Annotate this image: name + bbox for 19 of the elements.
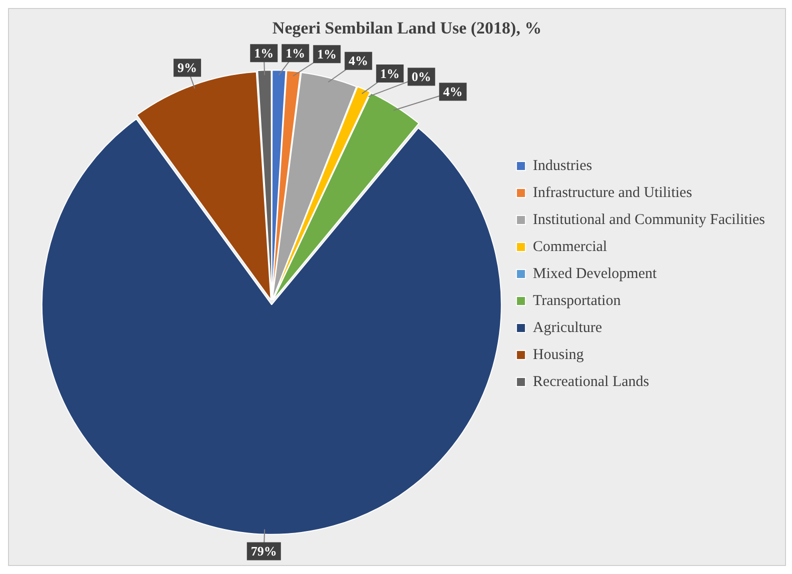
legend-label: Mixed Development xyxy=(532,266,658,282)
data-label: 79% xyxy=(250,544,277,559)
text: 0% xyxy=(412,69,432,84)
legend-label: Institutional and Community Facilities xyxy=(532,212,766,228)
legend-label: Industries xyxy=(532,158,592,174)
legend-label: Infrastructure and Utilities xyxy=(532,184,692,201)
legend-label: Commercial xyxy=(532,238,608,255)
legend-label: Agriculture xyxy=(532,320,602,336)
legend-label: Transportation xyxy=(532,292,622,309)
data-label: 1% xyxy=(317,46,337,62)
data-label: 9% xyxy=(178,60,198,76)
data-label: 1% xyxy=(254,45,274,60)
data-label: 4% xyxy=(348,53,368,68)
data-label: 1% xyxy=(286,45,306,60)
data-label: 4% xyxy=(443,84,463,100)
legend-label: Housing xyxy=(532,346,584,363)
chart-title: Negeri Sembilan Land Use (2018), % xyxy=(272,18,542,38)
data-label: 1% xyxy=(380,66,400,81)
legend-label: Recreational Lands xyxy=(532,374,650,390)
